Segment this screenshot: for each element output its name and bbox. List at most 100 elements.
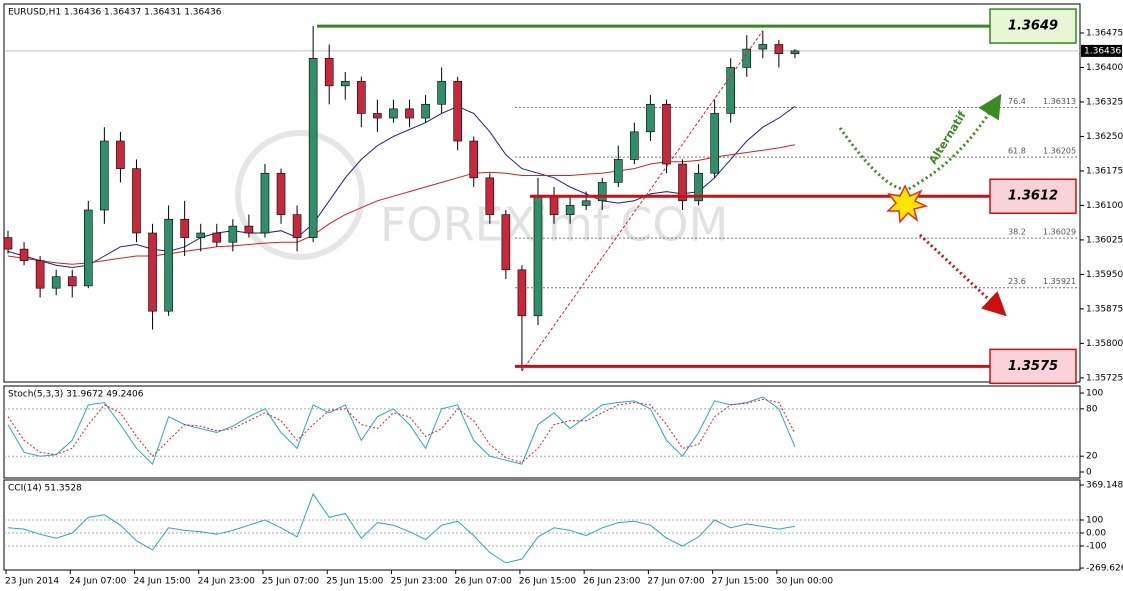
series-line xyxy=(7,492,795,564)
candle-body xyxy=(581,200,591,206)
down-arrow xyxy=(918,233,1007,317)
candle-body xyxy=(116,140,125,169)
candle-body xyxy=(662,103,671,165)
x-tick-label: 23 Jun 2014 xyxy=(5,577,59,587)
candle-body xyxy=(485,177,495,215)
level-box xyxy=(989,178,1077,214)
alternative-arrow xyxy=(838,93,1002,191)
candle-body xyxy=(678,163,687,202)
candle-body xyxy=(19,248,29,261)
candle-body xyxy=(790,50,800,54)
candle-body xyxy=(613,159,623,183)
y-tick-label: 1.36325 xyxy=(1086,97,1123,107)
candle-body xyxy=(549,195,559,215)
fib-ratio: 23.6 xyxy=(1008,277,1026,286)
candle-body xyxy=(276,172,286,215)
candle-body xyxy=(774,44,784,54)
last-price-label: 1.36436 xyxy=(1084,46,1121,56)
candle-body xyxy=(742,48,752,68)
level-label: 1.3575 xyxy=(1008,359,1058,374)
y-tick-label: 1.36175 xyxy=(1086,166,1123,176)
candle-body xyxy=(3,237,13,250)
fib-trend-line xyxy=(521,30,764,372)
candle-body xyxy=(51,276,61,289)
y-tick-label: -100 xyxy=(1086,542,1107,552)
panel-frame xyxy=(3,385,1081,479)
x-tick-label: 27 Jun 07:00 xyxy=(647,577,704,587)
candle-body xyxy=(35,260,45,289)
fib-ratio: 38.2 xyxy=(1008,228,1026,237)
candle-body xyxy=(244,225,254,234)
x-tick-label: 24 Jun 23:00 xyxy=(198,577,255,587)
y-tick-label: 1.35875 xyxy=(1086,304,1123,314)
candle-body xyxy=(421,103,430,119)
x-tick-label: 26 Jun 07:00 xyxy=(455,577,512,587)
y-tick-label: 1.36250 xyxy=(1086,132,1123,142)
candle-body xyxy=(405,108,414,119)
panel-frame xyxy=(3,3,1081,383)
candle-body xyxy=(758,44,768,50)
candle-body xyxy=(67,276,77,287)
candle-body xyxy=(180,218,189,238)
candle-body xyxy=(726,67,736,114)
y-tick-label: 1.36025 xyxy=(1086,235,1123,245)
breakout-star xyxy=(886,184,929,224)
candle-body xyxy=(100,140,109,211)
candle-body xyxy=(164,218,173,312)
x-tick-label: 26 Jun 15:00 xyxy=(519,577,576,587)
fib-price: 1.36313 xyxy=(1043,97,1076,106)
candle-body xyxy=(260,172,270,234)
y-tick-label: 1.36475 xyxy=(1086,28,1123,38)
fib-ratio: 61.8 xyxy=(1008,147,1026,156)
x-tick-label: 24 Jun 07:00 xyxy=(69,577,126,587)
fib-ratio: 76.4 xyxy=(1008,97,1026,106)
panel-title: EURUSD,H1 1.36436 1.36437 1.36431 1.3643… xyxy=(8,8,222,18)
y-tick-label: 1.35950 xyxy=(1086,270,1123,280)
candle-body xyxy=(630,131,639,160)
x-tick-label: 26 Jun 23:00 xyxy=(583,577,640,587)
candle-body xyxy=(646,103,655,133)
level-box xyxy=(989,348,1077,385)
candle-body xyxy=(517,269,527,317)
y-tick-label: 1.35800 xyxy=(1086,339,1123,349)
y-tick-label: 80 xyxy=(1086,404,1098,414)
y-tick-label: 1.36100 xyxy=(1086,201,1123,211)
candle-body xyxy=(373,113,382,119)
x-tick-label: 25 Jun 23:00 xyxy=(390,577,447,587)
fib-price: 1.36205 xyxy=(1043,147,1076,156)
x-tick-label: 25 Jun 07:00 xyxy=(262,577,319,587)
candle-body xyxy=(340,80,350,87)
candle-body xyxy=(597,182,607,202)
annotation: Alternatif xyxy=(926,109,969,167)
candle-body xyxy=(453,80,462,142)
candle-body xyxy=(469,140,479,179)
candle-body xyxy=(501,214,511,271)
panel-title: Stoch(5,3,3) 31.9672 49.2406 xyxy=(8,390,144,400)
level-label: 1.3612 xyxy=(1008,189,1058,204)
y-tick-label: 100 xyxy=(1086,389,1103,399)
candle-body xyxy=(533,195,543,317)
candle-body xyxy=(437,80,446,105)
x-tick-label: 24 Jun 15:00 xyxy=(133,577,190,587)
watermark-logo xyxy=(235,130,365,260)
y-tick-label: 369.1482 xyxy=(1086,481,1123,491)
x-tick-label: 25 Jun 15:00 xyxy=(326,577,383,587)
candle-body xyxy=(84,209,93,287)
fib-price: 1.36029 xyxy=(1043,228,1076,237)
x-tick-label: 30 Jun 00:00 xyxy=(776,577,833,587)
plot-layer: 1.36475 1.36400 1.36325 1.36250 1.36175 1.361… xyxy=(3,3,1123,587)
candle-body xyxy=(132,168,141,234)
candle-body xyxy=(694,172,703,202)
level-box xyxy=(989,8,1077,44)
y-tick-label: 20 xyxy=(1086,452,1098,462)
y-tick-label: 0 xyxy=(1086,467,1092,477)
y-tick-label: 1.35725 xyxy=(1086,373,1123,383)
candle-body xyxy=(324,57,334,87)
candle-body xyxy=(357,80,366,114)
series-line xyxy=(7,105,796,269)
y-tick-label: 100 xyxy=(1086,516,1103,526)
panel-title: CCI(14) 51.3528 xyxy=(8,484,82,494)
candle-body xyxy=(292,214,302,238)
